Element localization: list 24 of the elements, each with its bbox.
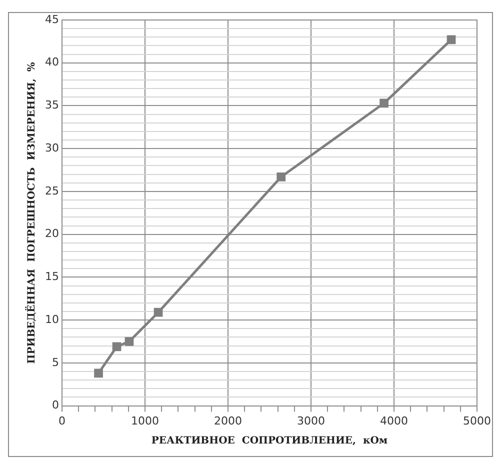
point: [124, 337, 134, 346]
y-tick-label: 0: [52, 398, 59, 412]
y-tick-label: 10: [44, 312, 59, 326]
point: [380, 98, 388, 108]
x-axis-title: РЕАКТИВНОЕ СОПРОТИВЛЕНИЕ, кОм: [151, 436, 388, 447]
y-tick-label: 30: [44, 141, 59, 154]
y-tick-label: 5: [52, 356, 59, 369]
y-tick-label: 15: [44, 270, 59, 284]
point: [94, 368, 103, 378]
x-tick-label: 2000: [214, 414, 242, 428]
y-axis-title: ПРИВЕДЁННАЯ ПОГРЕШНОСТЬ ИЗМЕРЕНИЯ, %: [24, 62, 38, 364]
y-tick-label: 25: [44, 184, 59, 198]
point: [446, 35, 456, 44]
y-tick-label: 45: [44, 12, 59, 26]
x-tick-label: 3000: [297, 414, 325, 428]
point: [154, 308, 163, 317]
x-tick-label: 1000: [131, 414, 159, 428]
y-tick-label: 35: [44, 98, 59, 112]
point: [112, 342, 122, 352]
x-tick-label: 4000: [380, 414, 408, 428]
point: [276, 172, 286, 182]
y-tick-label: 20: [44, 227, 59, 240]
y-tick-label: 40: [44, 56, 59, 69]
x-tick-label: 5000: [463, 414, 491, 428]
